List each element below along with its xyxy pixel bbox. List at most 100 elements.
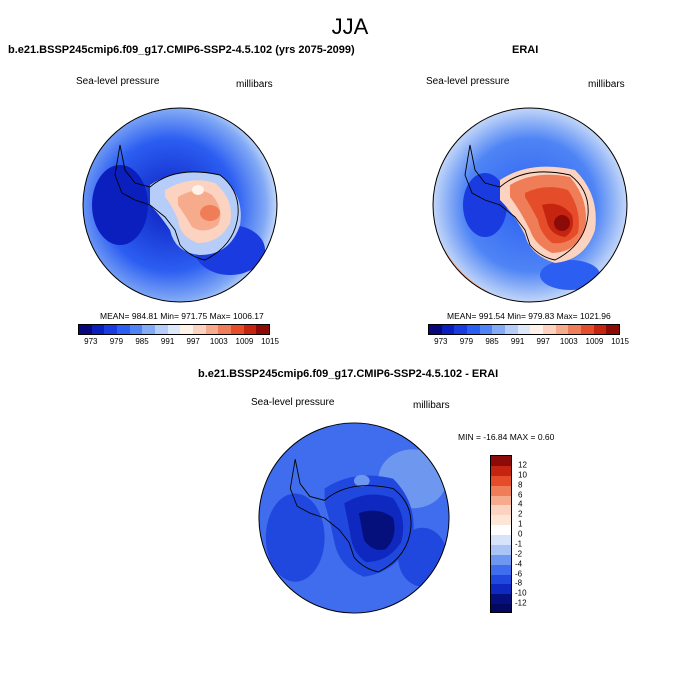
colorbar-swatch [492,325,506,334]
panel-2-colorbar-swatches [428,324,620,335]
colorbar-swatch [491,574,511,585]
colorbar-tick-label: 1 [518,519,523,529]
colorbar-swatch [454,325,468,334]
panel-2-stats: MEAN= 991.54 Min= 979.83 Max= 1021.96 [447,311,611,321]
panel-3-colorbar: 12 10 8 6 4 2 1 0 -1 -2 -4 -6 -8 -10 -12 [490,455,550,613]
colorbar-tick-label: 985 [135,337,149,346]
colorbar-tick-label: 979 [459,337,474,346]
colorbar-tick-label: 973 [84,337,98,346]
colorbar-swatch [491,584,511,595]
colorbar-tick-label: 985 [485,337,499,346]
panel-2-colorbar: 973 979 985 991 997 1003 1009 1015 [428,324,629,349]
colorbar-swatch [543,325,556,334]
colorbar-swatch [180,325,194,334]
colorbar-swatch [429,325,442,334]
colorbar-swatch [193,325,206,334]
panel-2-units-label: millibars [588,79,625,90]
panel-3-units-label: millibars [413,400,450,411]
panel-3-stats: MIN = -16.84 MAX = 0.60 [458,432,555,442]
colorbar-swatch [104,325,118,334]
colorbar-swatch [479,325,493,334]
panel-1-colorbar-swatches [78,324,270,335]
panel-1-variable-label: Sea-level pressure [76,76,160,87]
colorbar-tick-label: -2 [515,549,523,559]
colorbar-swatch [555,325,569,334]
colorbar-tick-label: -6 [515,569,523,578]
panel-3-polar-map [258,422,450,614]
colorbar-swatch [593,325,607,334]
colorbar-swatch [155,325,168,334]
colorbar-tick-label: 1003 [559,337,578,346]
colorbar-tick-label: 1015 [611,337,629,346]
colorbar-tick-label: 979 [109,337,124,346]
colorbar-swatch [505,325,518,334]
colorbar-tick-label: 1003 [209,337,228,346]
colorbar-tick-label: 991 [510,337,525,346]
panel-2-variable-label: Sea-level pressure [426,76,510,87]
colorbar-swatch [568,325,582,334]
colorbar-swatch [256,325,270,334]
colorbar-tick-label: 1009 [585,337,604,346]
colorbar-tick-label: 2 [518,509,523,519]
panel-3-colorbar-swatches [490,455,512,613]
colorbar-swatch [491,495,511,506]
colorbar-swatch [79,325,92,334]
panel-3-title: b.e21.BSSP245cmip6.f09_g17.CMIP6-SSP2-4.… [198,368,499,380]
colorbar-swatch [117,325,130,334]
colorbar-swatch [491,485,511,496]
colorbar-tick-label: 0 [518,529,523,539]
colorbar-swatch [606,325,620,334]
panel-2-polar-map [432,107,628,303]
colorbar-tick-label: 6 [518,490,523,499]
colorbar-tick-label: 973 [434,337,448,346]
panel-2-title: ERAI [512,44,539,56]
colorbar-tick-label: 1015 [261,337,279,346]
colorbar-tick-label: -1 [515,539,523,549]
colorbar-tick-label: -10 [515,588,527,598]
colorbar-swatch [167,325,181,334]
panel-1-colorbar-ticks: 973 979 985 991 997 1003 1009 1015 [78,337,279,349]
colorbar-swatch [491,535,511,546]
colorbar-tick-label: 997 [536,337,550,346]
panel-1-units-label: millibars [236,79,273,90]
colorbar-tick-label: 10 [518,470,527,480]
colorbar-swatch [467,325,480,334]
colorbar-swatch [491,604,511,612]
colorbar-tick-label: 1009 [235,337,254,346]
colorbar-swatch [231,325,244,334]
colorbar-swatch [205,325,219,334]
colorbar-tick-label: 8 [518,480,523,490]
colorbar-swatch [517,325,531,334]
colorbar-tick-label: 991 [160,337,175,346]
colorbar-swatch [491,465,511,477]
colorbar-swatch [530,325,544,334]
colorbar-tick-label: -12 [515,598,527,608]
colorbar-swatch [142,325,156,334]
colorbar-swatch [491,554,511,566]
colorbar-swatch [581,325,594,334]
panel-1-polar-map [82,107,278,303]
colorbar-swatch [491,594,511,605]
colorbar-tick-label: -8 [515,578,523,588]
colorbar-swatch [91,325,105,334]
panel-2-colorbar-ticks: 973 979 985 991 997 1003 1009 1015 [428,337,629,349]
colorbar-swatch [491,525,511,536]
colorbar-swatch [491,515,511,526]
colorbar-tick-label: 12 [518,460,527,470]
colorbar-swatch [129,325,143,334]
colorbar-swatch [491,456,511,467]
colorbar-swatch [218,325,232,334]
panel-1-title: b.e21.BSSP245cmip6.f09_g17.CMIP6-SSP2-4.… [8,44,355,56]
colorbar-swatch [243,325,257,334]
figure-season-title: JJA [331,14,369,39]
colorbar-swatch [491,475,511,487]
panel-3-variable-label: Sea-level pressure [251,397,335,408]
colorbar-swatch [491,564,511,575]
panel-1-stats: MEAN= 984.81 Min= 971.75 Max= 1006.17 [100,311,264,321]
colorbar-tick-label: 997 [186,337,200,346]
colorbar-tick-label: 4 [518,499,523,509]
panel-1-colorbar: 973 979 985 991 997 1003 1009 1015 [78,324,279,349]
colorbar-tick-label: -4 [515,559,523,569]
colorbar-swatch [491,505,511,516]
colorbar-swatch [491,544,511,556]
